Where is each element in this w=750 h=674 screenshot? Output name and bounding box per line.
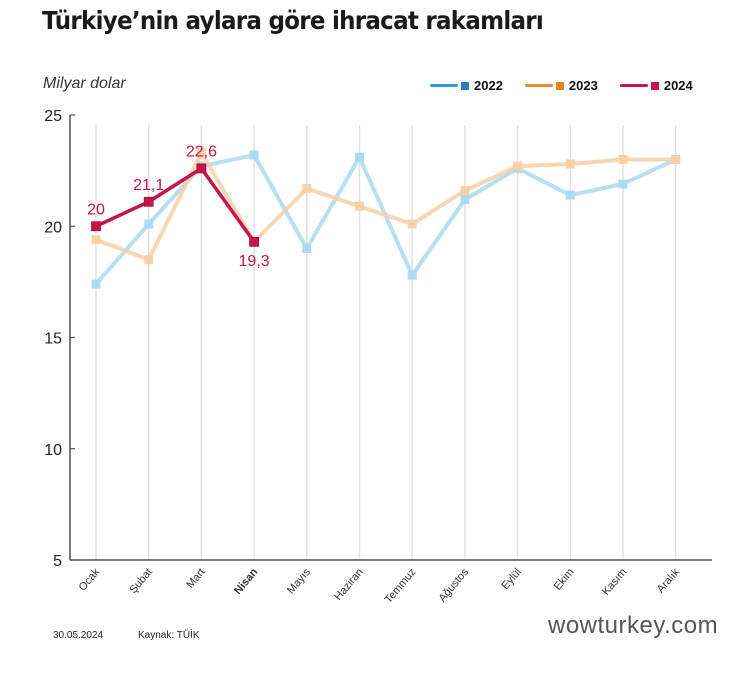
legend-item-2023: 2023 [524,78,598,93]
y-tick-label: 15 [44,331,62,348]
data-label-2024: 21,1 [133,177,164,194]
data-point-2023 [196,148,206,158]
data-point-2022 [249,150,259,160]
publish-date: 30.05.2024 [53,630,104,641]
legend-label: 2023 [568,78,598,93]
data-point-2023 [355,201,364,211]
x-tick-label: Ekim [552,566,577,592]
source-label: Kaynak: TÜİK [138,630,200,641]
data-point-2024 [91,221,101,232]
data-point-2023 [671,155,681,164]
data-label-2024: 22,6 [186,143,217,160]
data-point-2023 [618,155,628,164]
data-point-2024 [249,236,260,247]
x-tick-label: Haziran [332,566,366,603]
data-point-2023 [513,161,523,171]
x-tick-label: Eylül [499,566,524,592]
legend-square-icon [650,81,659,90]
data-point-2022 [144,219,154,229]
y-tick-label: 10 [44,442,62,459]
x-tick-label: Şubat [127,566,155,596]
series-lines [91,148,681,289]
legend-item-2022: 2022 [430,78,503,93]
legend-label: 2024 [663,78,693,93]
x-tick-label: Ocak [77,566,103,594]
data-point-2022 [460,195,470,205]
chart-title: Türkiye’nin aylara göre ihracat rakamlar… [42,6,544,35]
data-point-2023 [565,159,575,169]
data-point-2022 [407,270,417,280]
watermark: wowturkey.com [548,612,719,639]
x-tick-label: Aralık [655,566,683,596]
data-point-2023 [302,183,312,193]
x-tick-label: Ağustos [436,566,471,605]
x-tick-label: Mayıs [285,566,313,597]
x-tick-label: Nisan [232,566,261,597]
data-point-2022 [618,179,628,189]
y-axis-unit-label: Milyar dolar [43,75,126,92]
series-line-2023 [95,148,676,263]
legend-item-2024: 2024 [619,78,693,93]
data-labels: 20 21,1 22,6 19,3 [87,143,270,269]
data-point-2023 [144,255,154,265]
legend: 2022 2023 2024 [430,78,693,93]
y-tick-label: 25 [44,108,62,125]
x-tick-label: Mart [184,566,207,591]
data-label-2024: 20 [87,201,105,218]
x-tick-label: Temmuz [383,566,419,606]
data-point-2022 [565,190,575,200]
legend-square-icon [461,81,469,90]
y-tick-label: 5 [53,553,62,570]
x-tick-label: Kasım [600,566,629,598]
series-line-2024 [95,166,256,243]
legend-square-icon [555,81,564,90]
legend-label: 2022 [474,78,503,93]
legend-line-icon [619,84,648,87]
data-point-2023 [407,219,417,229]
data-point-2022 [302,244,312,253]
axes [69,115,712,561]
legend-line-icon [524,84,553,87]
x-axis-tick-labels: Ocak Şubat Mart Nisan Mayıs Haziran Temmuz Ağus… [77,566,683,606]
data-point-2024 [143,196,154,207]
series-line-2022 [94,152,677,286]
data-point-2022 [355,152,364,162]
data-point-2024 [196,163,207,174]
data-point-2023 [460,186,470,196]
y-tick-label: 20 [44,219,62,236]
legend-line-icon [430,84,458,87]
data-point-2022 [91,279,101,289]
data-point-2023 [91,235,101,245]
data-label-2024: 19,3 [239,253,270,270]
y-axis-tick-labels: 5 10 15 20 25 [44,108,75,570]
